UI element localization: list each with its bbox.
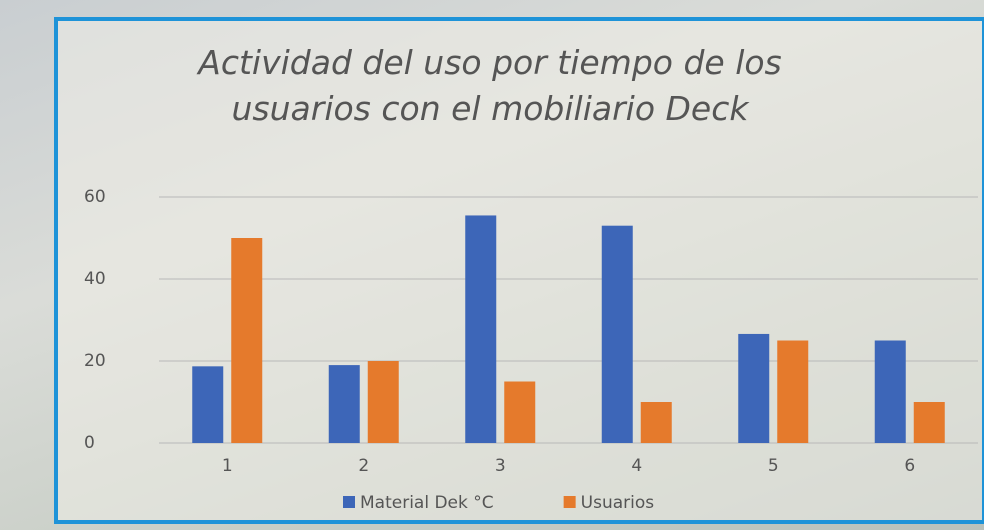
bar xyxy=(192,366,224,443)
x-tick-label: 5 xyxy=(768,456,779,476)
bar xyxy=(738,333,770,443)
bar xyxy=(913,402,945,443)
x-tick-label: 3 xyxy=(495,456,506,476)
x-tick-label: 1 xyxy=(222,456,233,476)
bar xyxy=(231,238,263,443)
x-tick-label: 4 xyxy=(631,456,642,476)
bar xyxy=(328,365,360,443)
legend-swatch xyxy=(563,496,576,508)
bar xyxy=(367,361,399,443)
bar xyxy=(640,402,672,443)
bar xyxy=(504,381,536,443)
y-tick-label: 20 xyxy=(84,351,106,371)
y-tick-label: 0 xyxy=(84,433,95,453)
y-tick-label: 60 xyxy=(84,187,106,207)
x-tick-label: 6 xyxy=(904,456,915,476)
legend-swatch xyxy=(343,496,355,508)
x-tick-label: 2 xyxy=(358,456,369,476)
y-tick-label: 40 xyxy=(84,269,106,289)
bar xyxy=(777,340,809,443)
chart-title: Actividad del uso por tiempo de los usua… xyxy=(198,43,782,128)
bar xyxy=(601,225,633,443)
legend-label: Usuarios xyxy=(581,493,655,513)
bar xyxy=(465,215,497,443)
legend-label: Material Dek °C xyxy=(360,493,494,513)
bar xyxy=(874,340,906,443)
